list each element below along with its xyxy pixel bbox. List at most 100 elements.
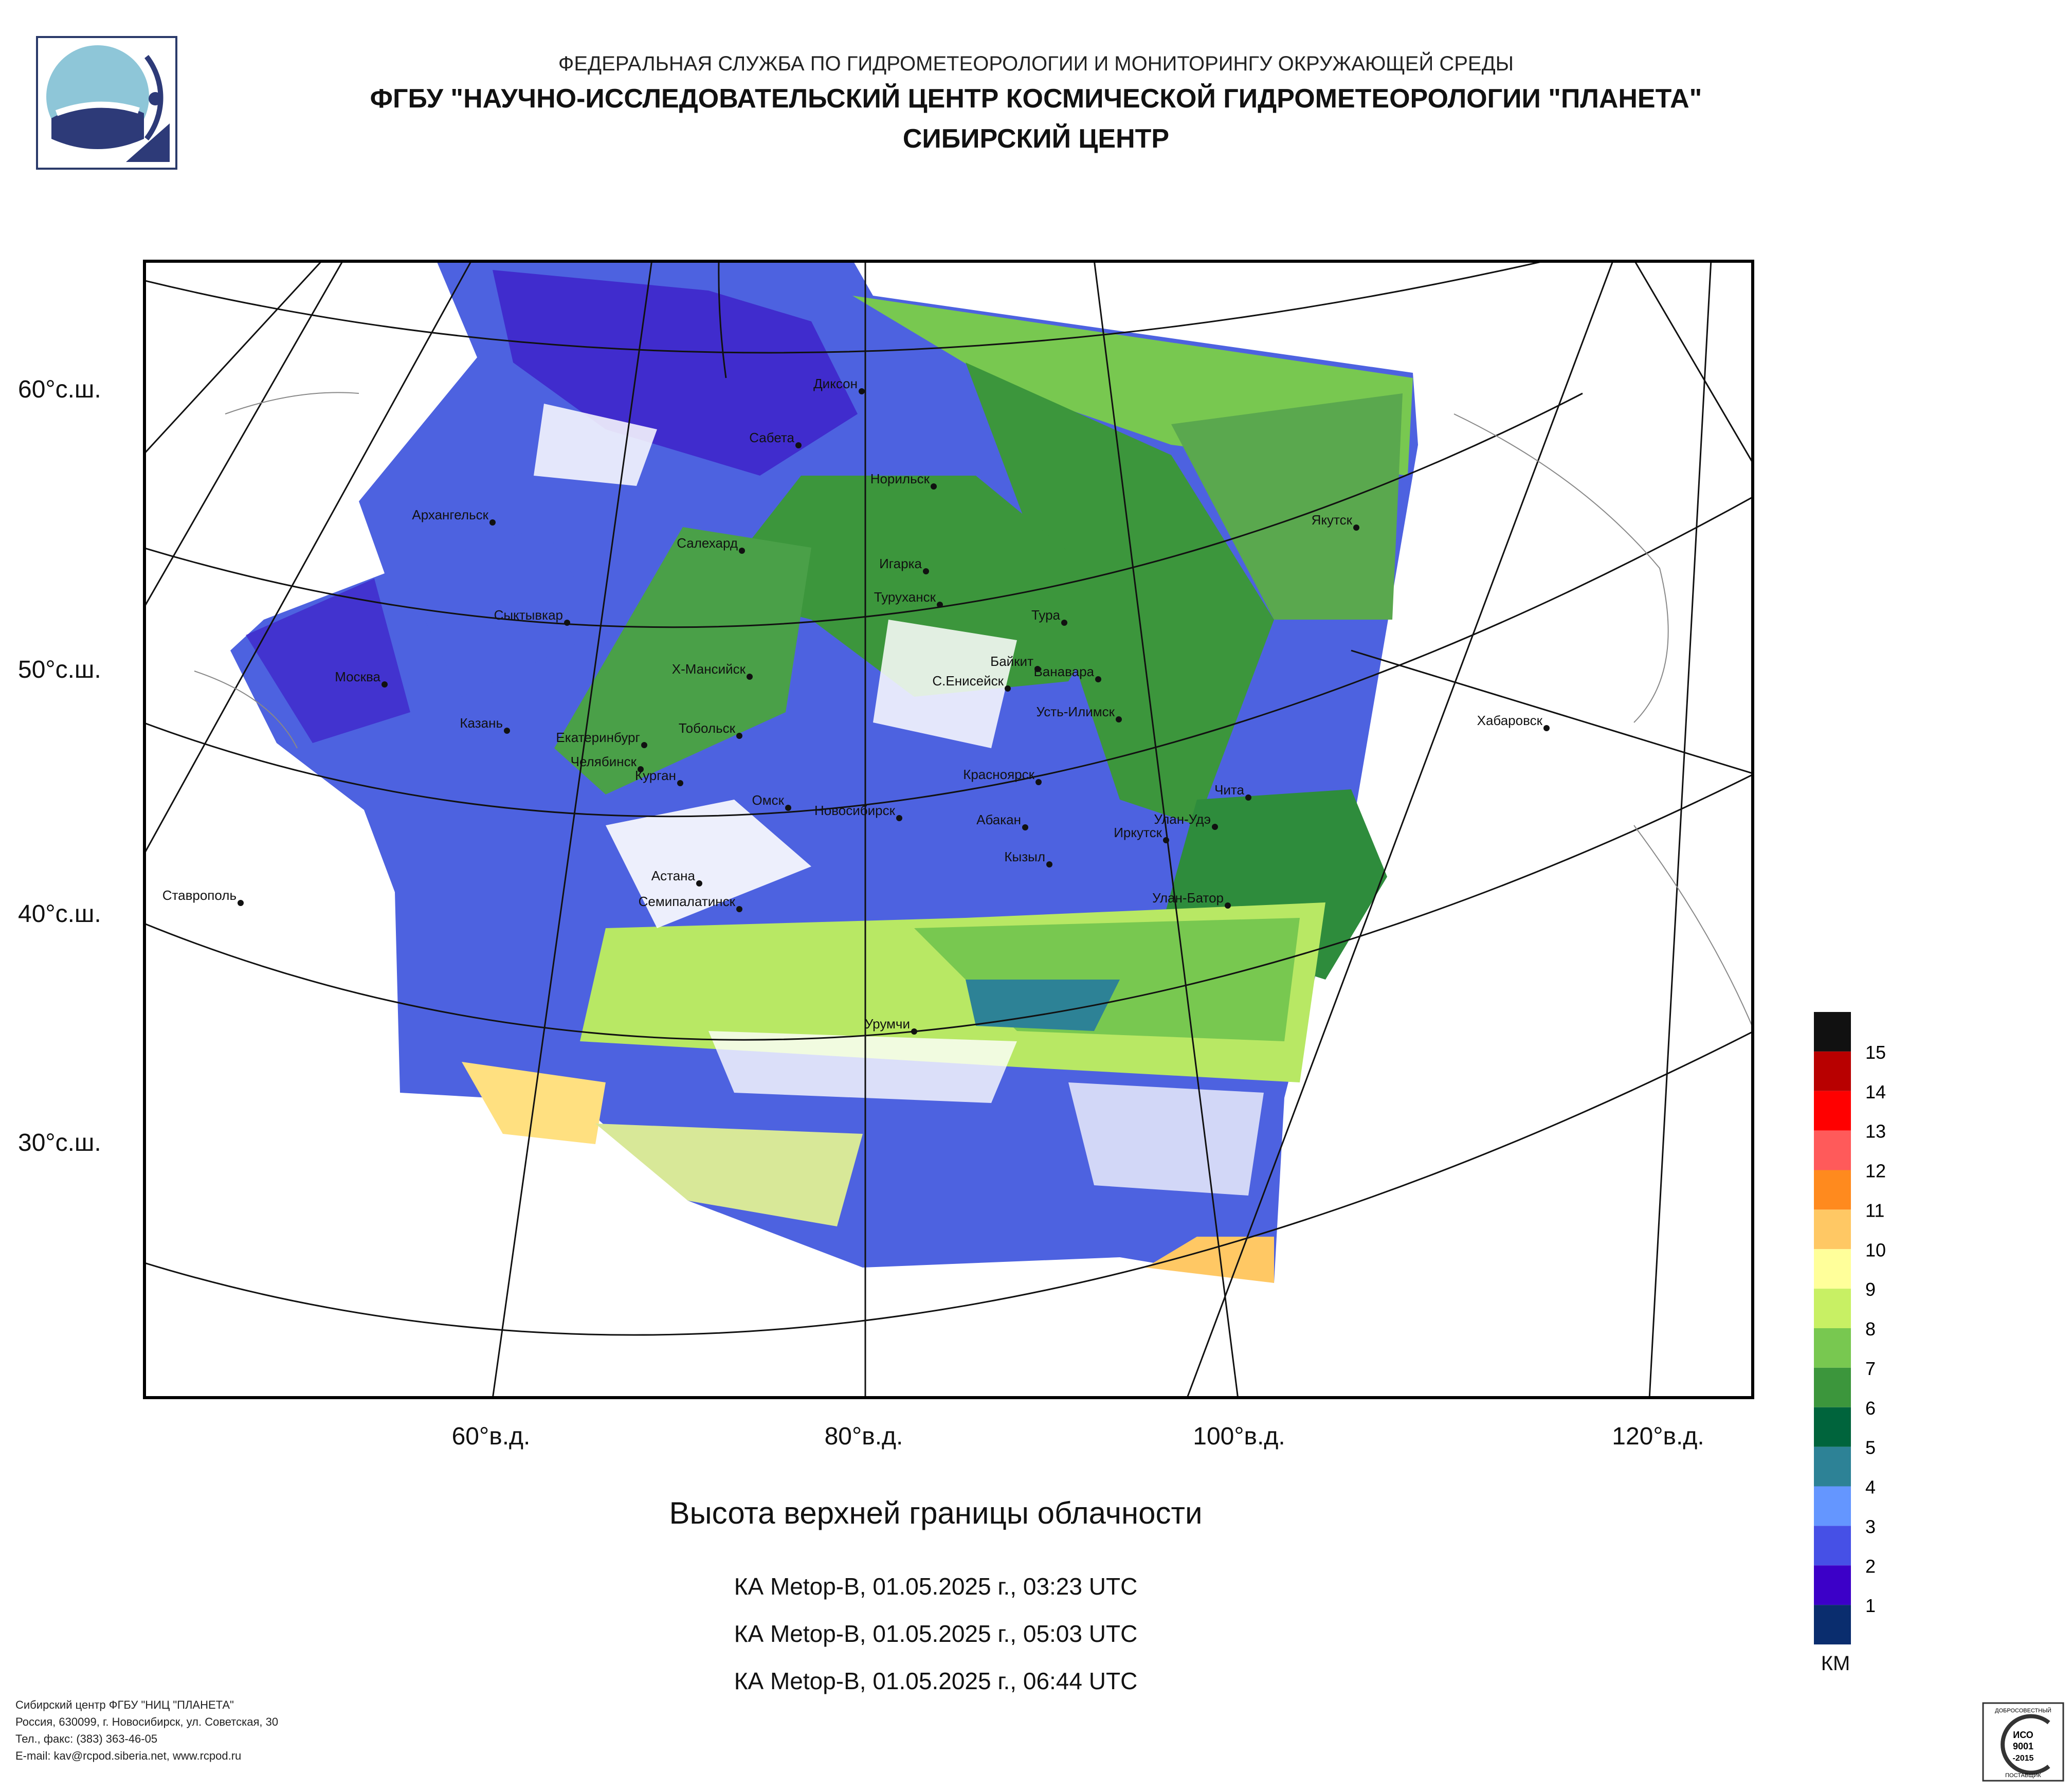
legend-swatch <box>1814 1012 1851 1052</box>
city-label: Курган <box>635 768 676 783</box>
legend-level-label: 13 <box>1865 1121 1886 1142</box>
planeta-logo <box>36 36 177 170</box>
city-dot <box>1005 685 1011 692</box>
city-dot <box>641 742 647 748</box>
svg-text:ИСО: ИСО <box>2013 1730 2033 1740</box>
city-dot <box>736 733 742 739</box>
city-dot <box>489 519 496 526</box>
city-label: Тура <box>1031 607 1061 623</box>
city-label: Туруханск <box>874 589 936 605</box>
city-markers: Диксон Сабета Норильск Архангельск Салехард И… <box>162 376 1550 1035</box>
city-label: Сабета <box>749 430 794 445</box>
city-label: Х-Мансийск <box>672 661 746 677</box>
city-dot <box>1046 861 1052 867</box>
height-legend: 15 14 13 12 11 10 9 8 7 6 5 4 3 2 1 <box>1814 1012 1886 1644</box>
legend-swatch <box>1814 1328 1851 1368</box>
legend-swatch <box>1814 1209 1851 1250</box>
city-label: Игарка <box>879 556 922 571</box>
map-title: Высота верхней границы облачности <box>669 1496 1203 1530</box>
coastlines <box>194 392 1754 1032</box>
city-label: Кызыл <box>1004 849 1045 864</box>
city-label: Сыктывкар <box>494 607 563 623</box>
footer-email: E-mail: kav@rcpod.siberia.net, www.rcpod… <box>15 1749 242 1762</box>
legend-level-label: 1 <box>1865 1595 1876 1616</box>
city-dot <box>911 1028 917 1035</box>
satellite-pass-2: КА Metop-B, 01.05.2025 г., 05:03 UTC <box>734 1620 1138 1647</box>
city-dot <box>696 880 702 887</box>
city-label: Хабаровск <box>1477 713 1543 728</box>
svg-text:ДОБРОСОВЕСТНЫЙ: ДОБРОСОВЕСТНЫЙ <box>1995 1707 2051 1714</box>
legend-level-label: 10 <box>1865 1239 1886 1260</box>
lat-label-30: 30°с.ш. <box>18 1129 101 1156</box>
institute-name: ФГБУ "НАУЧНО-ИССЛЕДОВАТЕЛЬСКИЙ ЦЕНТР КОС… <box>370 84 1702 114</box>
legend-level-label: 15 <box>1865 1042 1886 1063</box>
legend-swatch <box>1814 1091 1851 1131</box>
legend-level-label: 9 <box>1865 1279 1876 1300</box>
city-dot <box>1061 620 1067 626</box>
city-dot <box>859 388 865 394</box>
satellite-pass-1: КА Metop-B, 01.05.2025 г., 03:23 UTC <box>734 1573 1138 1600</box>
legend-swatch <box>1814 1367 1851 1407</box>
city-dot <box>638 766 644 772</box>
city-dot <box>1225 902 1231 909</box>
city-label: Тобольск <box>679 720 736 736</box>
city-label: Иркутск <box>1114 825 1162 840</box>
city-dot <box>1022 824 1028 830</box>
legend-swatch <box>1814 1051 1851 1091</box>
city-label: Семипалатинск <box>639 894 736 909</box>
city-label: Усть-Илимск <box>1036 704 1115 719</box>
lat-label-60: 60°с.ш. <box>18 376 101 403</box>
city-label: Диксон <box>813 376 858 391</box>
city-dot <box>1035 779 1042 785</box>
city-dot <box>937 602 943 608</box>
city-dot <box>1116 716 1122 722</box>
legend-swatch <box>1814 1289 1851 1328</box>
city-label: Ванавара <box>1033 664 1094 679</box>
center-name: СИБИРСКИЙ ЦЕНТР <box>902 124 1170 154</box>
footer-org: Сибирский центр ФГБУ "НИЦ "ПЛАНЕТА" <box>15 1698 234 1711</box>
city-label: Абакан <box>976 812 1021 827</box>
footer-address: Россия, 630099, г. Новосибирск, ул. Сове… <box>15 1715 279 1728</box>
legend-level-label: 3 <box>1865 1516 1876 1537</box>
lon-label-60: 60°в.д. <box>451 1423 531 1450</box>
legend-level-label: 5 <box>1865 1437 1876 1458</box>
city-dot <box>381 681 388 688</box>
satellite-swath <box>230 260 1418 1283</box>
city-label: Ставрополь <box>162 888 237 903</box>
iso-certification-badge: ДОБРОСОВЕСТНЫЙ ИСО 9001 -2015 ПОСТАВЩИК <box>1982 1702 2064 1782</box>
city-dot <box>736 906 742 912</box>
lon-label-120: 120°в.д. <box>1612 1423 1704 1450</box>
city-label: Улан-Батор <box>1152 890 1224 906</box>
city-label: Москва <box>335 669 380 684</box>
legend-unit: КМ <box>1821 1652 1850 1675</box>
city-label: Челябинск <box>571 754 637 769</box>
graticule <box>143 260 1754 1399</box>
city-dot <box>931 483 937 490</box>
city-dot <box>238 900 244 906</box>
legend-level-label: 11 <box>1865 1200 1884 1221</box>
city-dot <box>739 548 745 554</box>
footer-phone: Тел., факс: (383) 363-46-05 <box>15 1732 158 1745</box>
legend-level-label: 2 <box>1865 1555 1876 1577</box>
city-label: Красноярск <box>963 767 1034 782</box>
legend-level-label: 4 <box>1865 1477 1876 1498</box>
city-dot <box>896 815 902 821</box>
svg-text:-2015: -2015 <box>2013 1754 2034 1763</box>
city-label: Архангельск <box>412 507 488 522</box>
city-label: Улан-Удэ <box>1154 811 1211 827</box>
legend-swatch <box>1814 1486 1851 1526</box>
legend-swatch <box>1814 1565 1851 1605</box>
legend-level-label: 8 <box>1865 1318 1876 1340</box>
lon-label-100: 100°в.д. <box>1193 1423 1285 1450</box>
city-dot <box>785 805 791 811</box>
city-dot <box>1212 824 1218 830</box>
legend-level-label: 12 <box>1865 1161 1886 1182</box>
city-label: С.Енисейск <box>932 673 1004 689</box>
satellite-pass-3: КА Metop-B, 01.05.2025 г., 06:44 UTC <box>734 1668 1138 1694</box>
city-dot <box>1245 794 1251 801</box>
legend-swatch <box>1814 1605 1851 1644</box>
city-label: Омск <box>752 792 785 808</box>
city-label: Новосибирск <box>814 803 896 818</box>
city-label: Астана <box>651 868 696 883</box>
city-dot <box>1543 725 1550 731</box>
